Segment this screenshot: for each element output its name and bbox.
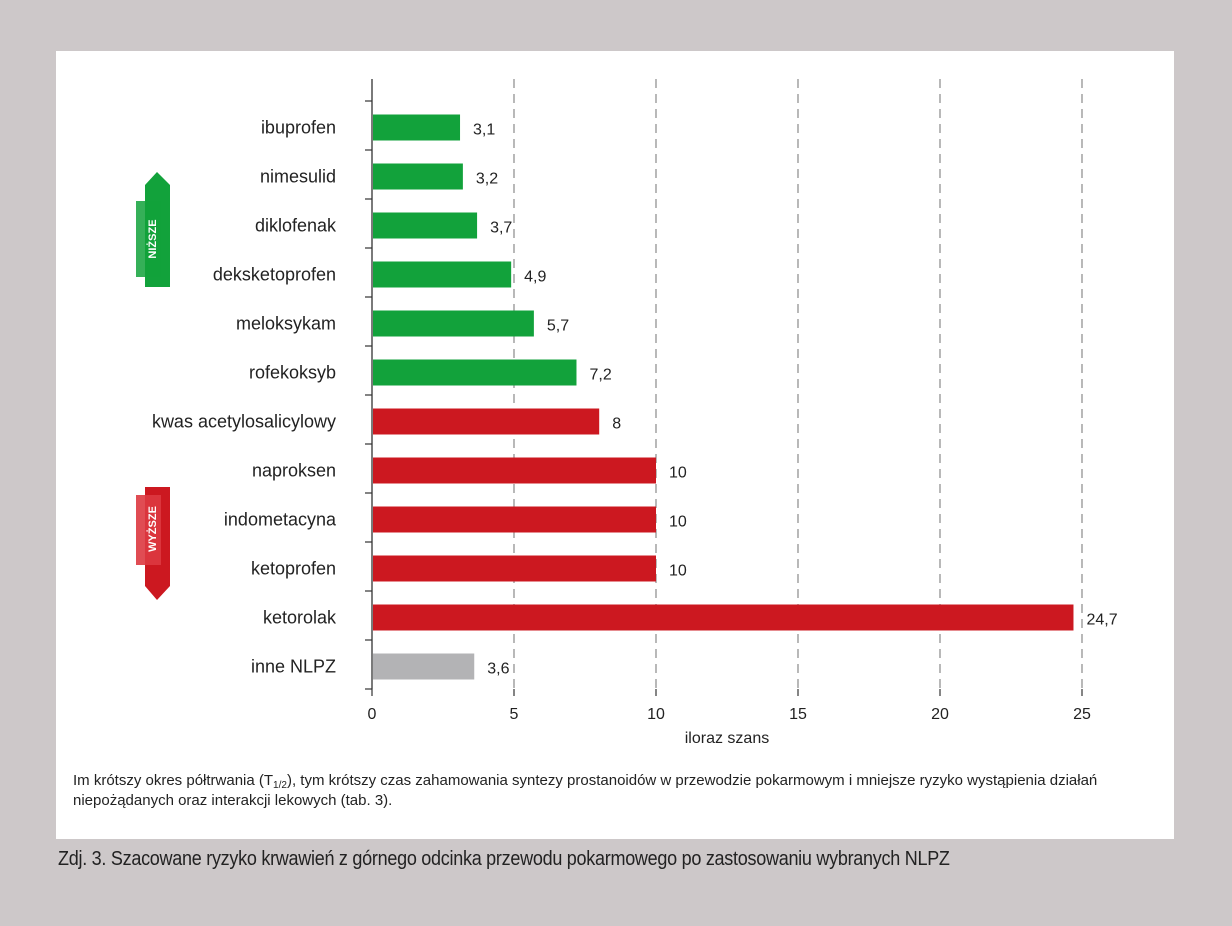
category-label-4: meloksykam bbox=[236, 314, 336, 334]
category-label-10: ketorolak bbox=[263, 608, 337, 628]
bar-4 bbox=[373, 310, 534, 337]
category-label-5: rofekoksyb bbox=[249, 363, 336, 383]
bar-chart: 3,1 3,2 3,7 4,9 5,7 7,2 8 10 10 10 24,7 3,6 ibuprof… bbox=[136, 79, 1118, 747]
bar-6 bbox=[373, 408, 600, 435]
bar-10 bbox=[373, 604, 1074, 631]
value-label-2: 3,7 bbox=[490, 220, 512, 237]
tick-label-25: 25 bbox=[1073, 706, 1091, 723]
higher-risk-band bbox=[136, 495, 161, 565]
tick-label-5: 5 bbox=[510, 706, 519, 723]
value-label-4: 5,7 bbox=[547, 318, 569, 335]
tick-label-10: 10 bbox=[647, 706, 665, 723]
lower-risk-label: NIŻSZE bbox=[146, 219, 159, 258]
category-label-6: kwas acetylosalicylowy bbox=[152, 412, 336, 432]
tick-labels: 0 5 10 15 20 25 bbox=[368, 706, 1091, 723]
value-label-8: 10 bbox=[669, 514, 687, 531]
value-label-7: 10 bbox=[669, 465, 687, 482]
lower-risk-band bbox=[136, 201, 161, 277]
category-label-7: naproksen bbox=[252, 461, 336, 481]
bar-8 bbox=[373, 506, 656, 533]
higher-risk-label: WYŻSZE bbox=[146, 506, 159, 552]
bar-0 bbox=[373, 114, 461, 141]
bar-1 bbox=[373, 163, 463, 190]
note-text-before: Im krótszy okres półtrwania (T bbox=[73, 772, 274, 789]
value-label-6: 8 bbox=[612, 416, 621, 433]
note-subscript: 1/2 bbox=[273, 780, 287, 791]
value-label-5: 7,2 bbox=[589, 367, 611, 384]
tick-label-0: 0 bbox=[368, 706, 377, 723]
category-label-1: nimesulid bbox=[260, 167, 336, 187]
x-axis-title: iloraz szans bbox=[685, 730, 769, 747]
value-label-9: 10 bbox=[669, 563, 687, 580]
lower-risk-indicator: NIŻSZE bbox=[136, 172, 170, 287]
category-label-0: ibuprofen bbox=[261, 118, 336, 138]
category-labels: ibuprofen nimesulid diklofenak deksketoprof… bbox=[152, 118, 337, 677]
bar-7 bbox=[373, 457, 656, 484]
category-label-8: indometacyna bbox=[224, 510, 337, 530]
tick-label-20: 20 bbox=[931, 706, 949, 723]
bar-9 bbox=[373, 555, 656, 582]
bar-2 bbox=[373, 212, 478, 239]
note-text-after: ), tym krótszy czas zahamowania syntezy … bbox=[73, 772, 1098, 809]
bar-3 bbox=[373, 261, 512, 288]
axes bbox=[365, 79, 1083, 696]
value-label-0: 3,1 bbox=[473, 122, 495, 139]
chart-note: Im krótszy okres półtrwania (T1/2), tym … bbox=[73, 771, 1158, 811]
category-label-2: diklofenak bbox=[255, 216, 337, 236]
category-label-3: deksketoprofen bbox=[213, 265, 336, 285]
higher-risk-indicator: WYŻSZE bbox=[136, 487, 170, 600]
value-label-1: 3,2 bbox=[476, 171, 498, 188]
figure-caption: Zdj. 3. Szacowane ryzyko krwawień z górn… bbox=[58, 848, 950, 870]
bar-11 bbox=[373, 653, 475, 680]
value-label-11: 3,6 bbox=[487, 661, 509, 678]
tick-label-15: 15 bbox=[789, 706, 807, 723]
bar-5 bbox=[373, 359, 577, 386]
chart-panel: 3,1 3,2 3,7 4,9 5,7 7,2 8 10 10 10 24,7 3,6 ibuprof… bbox=[56, 51, 1174, 839]
category-label-11: inne NLPZ bbox=[251, 657, 336, 677]
value-label-10: 24,7 bbox=[1086, 612, 1117, 629]
bars: 3,1 3,2 3,7 4,9 5,7 7,2 8 10 10 10 24,7 3,6 bbox=[373, 114, 1118, 680]
gridlines bbox=[513, 79, 1083, 689]
value-label-3: 4,9 bbox=[524, 269, 546, 286]
category-label-9: ketoprofen bbox=[251, 559, 336, 579]
